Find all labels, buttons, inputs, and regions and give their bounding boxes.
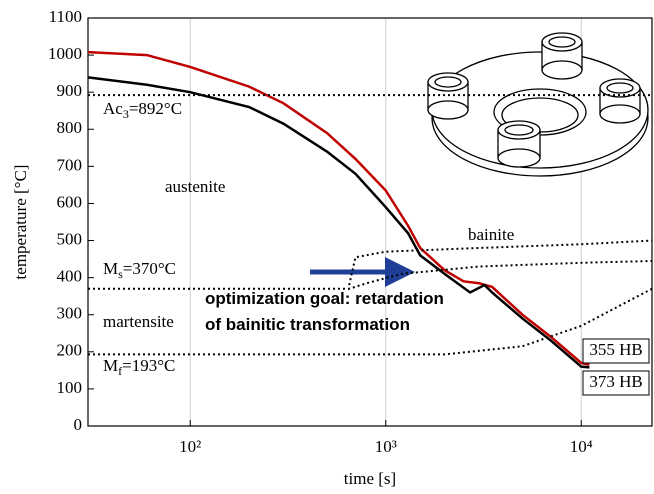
y-tick-label: 1000 xyxy=(48,44,82,63)
y-axis-label: temperature [°C] xyxy=(11,165,30,280)
annotation-text: M xyxy=(103,356,118,375)
annotation-text: austenite xyxy=(165,177,225,196)
y-tick-label: 400 xyxy=(57,267,83,286)
annotation-text: 355 HB xyxy=(589,340,642,359)
annotation-text: M xyxy=(103,259,118,278)
annotation-text: bainite xyxy=(468,225,514,244)
x-tick-label: 10² xyxy=(179,437,201,456)
x-tick-label: 10⁴ xyxy=(570,437,593,456)
annotation: Ms=370°C xyxy=(103,259,176,281)
annotation: of bainitic transformation xyxy=(205,315,410,334)
y-tick-label: 200 xyxy=(57,341,83,360)
y-tick-label: 700 xyxy=(57,155,83,174)
annotation: 373 HB xyxy=(589,372,642,391)
annotation: 355 HB xyxy=(589,340,642,359)
annotation-text: =193°C xyxy=(122,356,175,375)
annotation-text: =370°C xyxy=(123,259,176,278)
annotation-text: optimization goal: retardation xyxy=(205,289,444,308)
y-tick-label: 600 xyxy=(57,192,83,211)
annotation: austenite xyxy=(165,177,225,196)
annotation: bainite xyxy=(468,225,514,244)
y-tick-label: 500 xyxy=(57,229,83,248)
annotation-text: Ac xyxy=(103,99,123,118)
annotation-text: 373 HB xyxy=(589,372,642,391)
x-tick-label: 10³ xyxy=(375,437,397,456)
annotation: Ac3=892°C xyxy=(103,99,182,121)
annotation-text: of bainitic transformation xyxy=(205,315,410,334)
y-tick-label: 0 xyxy=(74,415,83,434)
annotation-text: =892°C xyxy=(129,99,182,118)
y-tick-label: 1100 xyxy=(49,7,82,26)
x-axis-label: time [s] xyxy=(344,469,396,488)
chart: temperature [°C] time [s] 10² 10³ 10⁴ 0 100 2… xyxy=(0,0,654,494)
annotation: Mf=193°C xyxy=(103,356,175,378)
part-illustration xyxy=(428,33,648,176)
y-tick-label: 100 xyxy=(57,378,83,397)
y-tick-label: 900 xyxy=(57,81,83,100)
annotation: martensite xyxy=(103,312,174,331)
y-tick-label: 800 xyxy=(57,118,83,137)
y-tick-label: 300 xyxy=(57,304,83,323)
annotation-text: martensite xyxy=(103,312,174,331)
annotation: optimization goal: retardation xyxy=(205,289,444,308)
